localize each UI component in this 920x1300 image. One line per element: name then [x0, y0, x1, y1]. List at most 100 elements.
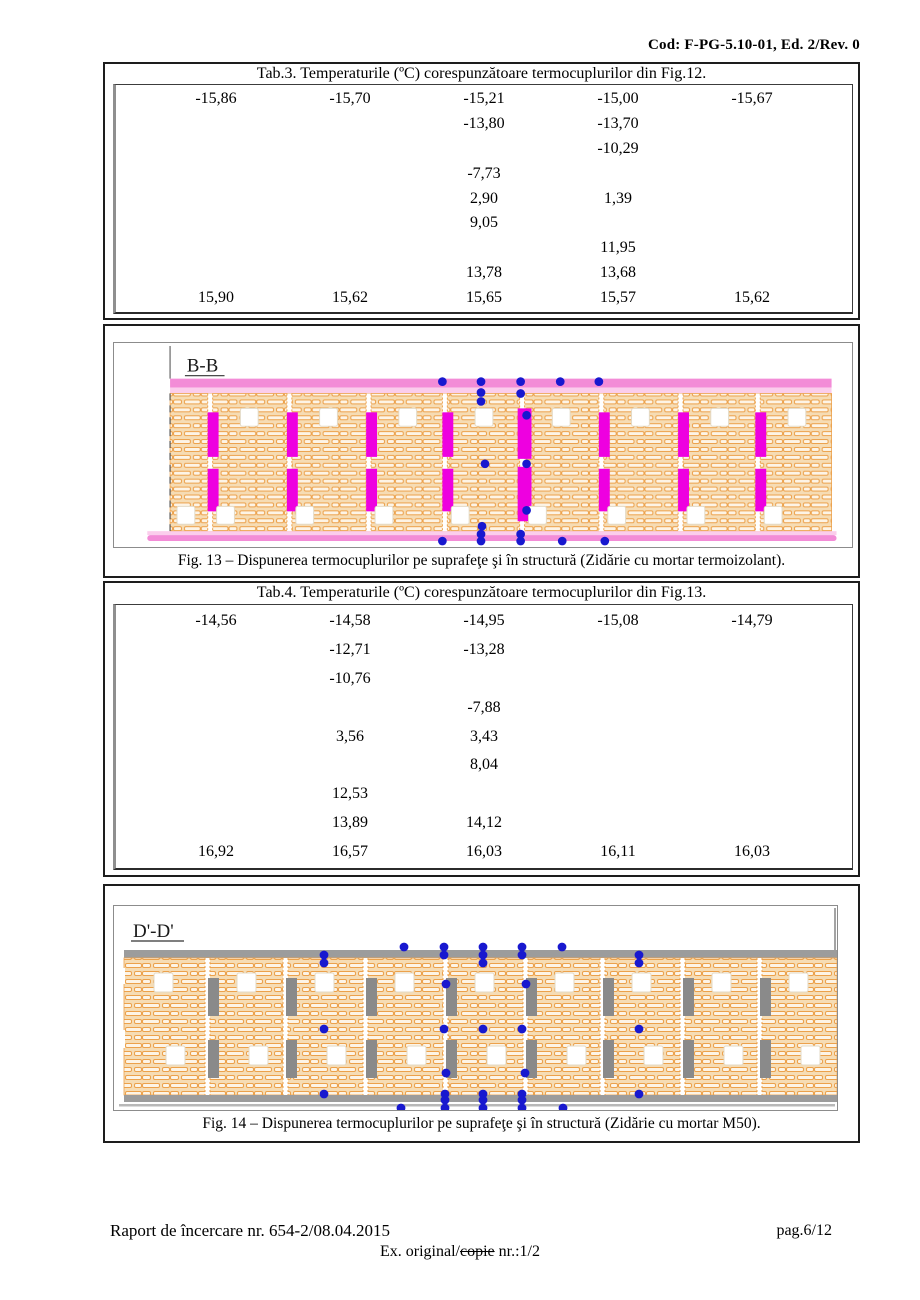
- thermocouple-dot: [477, 521, 487, 531]
- thermocouple-dot: [520, 1068, 530, 1078]
- table-cell: 11,95: [600, 239, 636, 257]
- thermocouple-dot: [478, 958, 488, 968]
- table-cell: -13,28: [463, 641, 505, 659]
- thermocouple-dot: [319, 1024, 329, 1034]
- thermocouple-dot: [319, 958, 329, 968]
- table3-title: Tab.3. Temperaturile (ºC) corespunzătoar…: [256, 65, 707, 82]
- table-cell: 16,57: [332, 842, 368, 860]
- table-cell: 1,39: [604, 189, 632, 207]
- thermocouple-dot: [634, 1089, 644, 1099]
- table-cell: 16,03: [466, 842, 502, 860]
- block-holes: [176, 407, 807, 525]
- thermocouple-dot: [517, 1024, 527, 1034]
- thermocouple-dot: [399, 942, 409, 952]
- table-cell: 15,65: [466, 288, 502, 306]
- table-row: -10,29: [149, 137, 819, 162]
- table-cell: 15,62: [734, 288, 770, 306]
- table-row: 13,78 13,68: [149, 260, 819, 285]
- wall-left-notch: [121, 1030, 125, 1048]
- thermocouple-dot: [516, 377, 525, 386]
- thermocouple-dot: [516, 389, 525, 398]
- table-cell: -15,86: [195, 90, 237, 108]
- thermocouple-dot: [634, 958, 644, 968]
- table-cell: 14,12: [466, 813, 502, 831]
- thermocouple-dot: [319, 1089, 329, 1099]
- table-cell: 13,78: [466, 263, 502, 281]
- plaster-band-top: [170, 378, 832, 388]
- thermocouple-dot: [478, 1024, 488, 1034]
- table-cell: -14,56: [195, 612, 237, 630]
- table-cell: -7,73: [467, 164, 501, 182]
- thermocouple-dot: [557, 942, 567, 952]
- table-row: 8,04: [149, 751, 819, 780]
- thermocouple-dot: [634, 950, 644, 960]
- block-holes: [153, 972, 821, 1066]
- table-row: 15,90 15,62 15,65 15,57 15,62: [149, 285, 819, 310]
- thermocouple-dots: [319, 942, 644, 1110]
- thermocouple-dot: [516, 529, 525, 539]
- table4-grid: -14,56 -14,58 -14,95 -15,08 -14,79 -12,71 -13,…: [113, 604, 853, 870]
- thermocouple-dot: [439, 942, 449, 952]
- table-cell: 13,89: [332, 813, 368, 831]
- table3-section: Tab.3. Temperaturile (ºC) corespunzătoar…: [103, 62, 860, 320]
- footer-report-number: Raport de încercare nr. 654-2/08.04.2015: [110, 1221, 390, 1240]
- table-row: -10,76: [149, 665, 819, 694]
- table4-title: Tab.4. Temperaturile (ºC) corespunzătoar…: [256, 584, 707, 601]
- fig14-section-label: D'-D': [133, 921, 174, 942]
- footer-page-number: pag.6/12: [776, 1222, 832, 1239]
- base-line: [119, 1104, 835, 1107]
- table-cell: 16,92: [198, 842, 234, 860]
- thermocouple-dot: [478, 950, 488, 960]
- fig13-dynamic-layer: [176, 377, 807, 546]
- table-cell: 3,43: [470, 727, 498, 745]
- thermocouple-dot: [522, 506, 531, 515]
- plaster-band-bottom: [147, 535, 837, 542]
- thermocouple-dot: [441, 979, 451, 989]
- plaster-band-top-light: [170, 387, 832, 394]
- fig13-section: B-B Fig. 13 – Dispunerea termocuplurilor…: [103, 324, 860, 578]
- thermocouple-dot: [319, 950, 329, 960]
- fig14-dynamic-layer: [153, 942, 821, 1110]
- fig14-image: D'-D': [113, 905, 838, 1111]
- thermocouple-dot: [478, 1103, 488, 1110]
- thermocouple-dot: [522, 410, 531, 420]
- table3-grid: -15,86 -15,70 -15,21 -15,00 -15,67 -13,80 -13,…: [113, 84, 853, 314]
- plaster-band-bottom-light: [147, 531, 837, 536]
- footer-ex-prefix: Ex. original/: [380, 1243, 460, 1260]
- table-row: -7,73: [149, 161, 819, 186]
- table-row: 16,92 16,57 16,03 16,11 16,03: [149, 837, 819, 866]
- thermocouple-dot: [396, 1103, 406, 1110]
- thermocouple-dot: [516, 536, 525, 546]
- table-cell: 15,62: [332, 288, 368, 306]
- thermocouple-dot: [438, 536, 447, 546]
- thermocouple-dot: [476, 529, 486, 539]
- table-row: 2,90 1,39: [149, 186, 819, 211]
- table-cell: -13,80: [463, 115, 505, 133]
- table-cell: -13,70: [597, 115, 639, 133]
- thermocouple-dot: [594, 377, 604, 386]
- thermocouple-dot: [439, 1024, 449, 1034]
- table-row: 13,89 14,12: [149, 808, 819, 837]
- table-row: 12,53: [149, 780, 819, 809]
- table-cell: 16,03: [734, 842, 770, 860]
- footer-ex-struck-word: copie: [459, 1243, 495, 1260]
- table-row: -15,86 -15,70 -15,21 -15,00 -15,67: [149, 87, 819, 112]
- thermocouple-dot: [558, 1103, 568, 1110]
- thermocouple-dot: [476, 397, 486, 406]
- fig14-caption: Fig. 14 – Dispunerea termocuplurilor pe …: [202, 1115, 761, 1132]
- block-joints: [207, 393, 761, 532]
- table-cell: -10,76: [329, 669, 371, 687]
- table-cell: -10,29: [597, 139, 639, 157]
- thermocouple-dot: [600, 536, 610, 546]
- wall-left-notch: [121, 968, 125, 984]
- thermocouple-dot: [555, 377, 565, 386]
- fig13-drawing: B-B: [147, 345, 837, 546]
- thermocouple-dot: [634, 1024, 644, 1034]
- table-row: -12,71 -13,28: [149, 636, 819, 665]
- table-cell: -7,88: [467, 698, 501, 716]
- brick-wall: [169, 393, 832, 532]
- thermocouple-dot: [476, 377, 486, 386]
- table-cell: -12,71: [329, 641, 371, 659]
- thermocouple-dot: [480, 459, 490, 469]
